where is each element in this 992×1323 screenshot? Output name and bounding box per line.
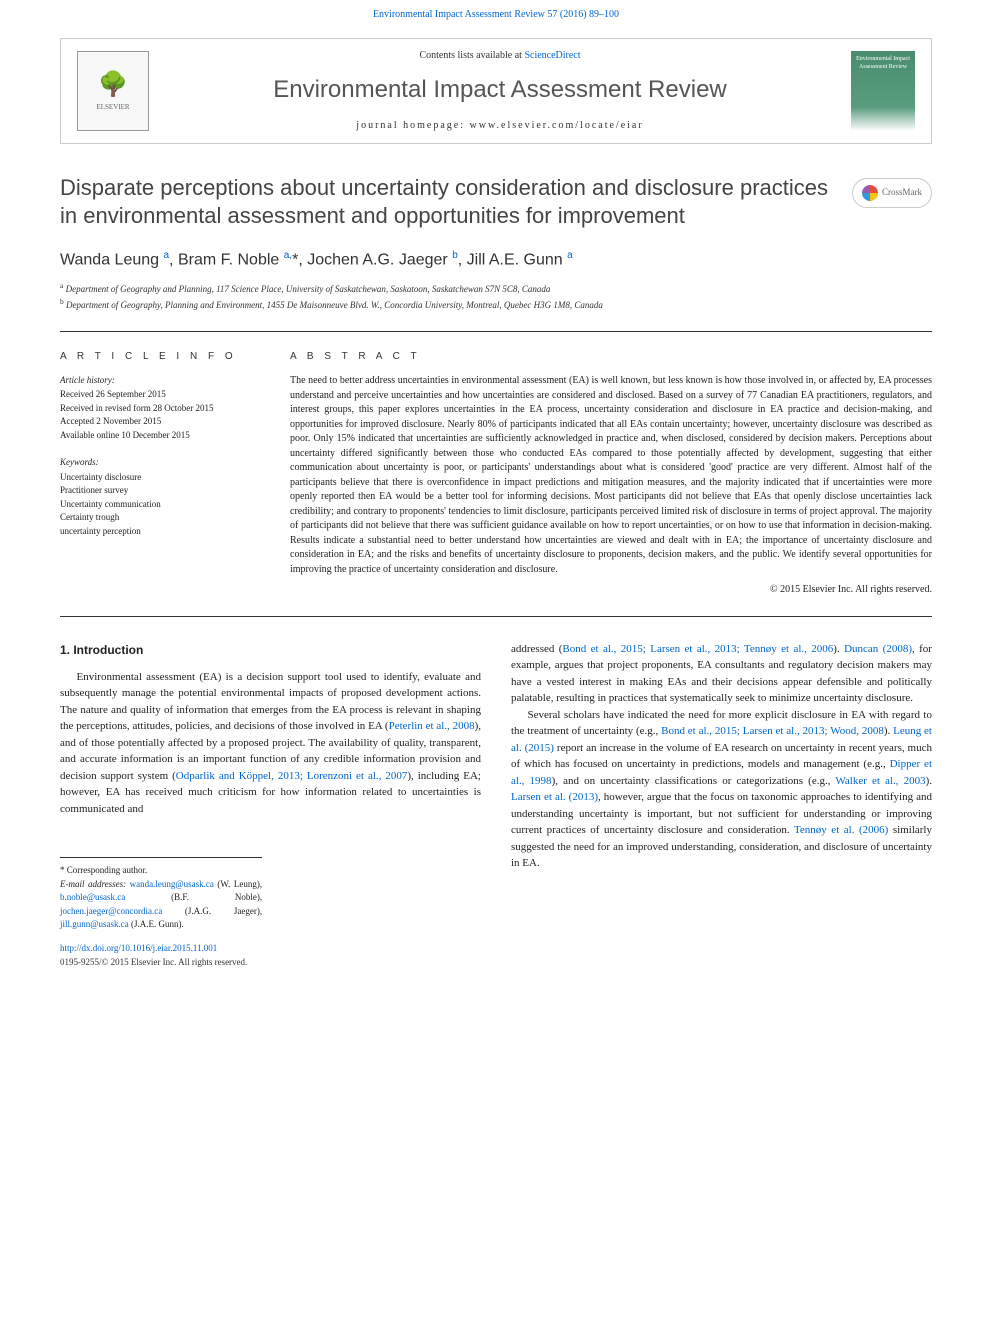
history-label: Article history: (60, 374, 260, 387)
intro-para-1: Environmental assessment (EA) is a decis… (60, 669, 481, 818)
cite-walker[interactable]: Walker et al., 2003 (835, 775, 925, 787)
affiliation-b: Department of Geography, Planning and En… (66, 300, 603, 310)
email-link[interactable]: jill.gunn@usask.ca (60, 919, 129, 929)
article-info-heading: A R T I C L E I N F O (60, 350, 260, 364)
authors-line: Wanda Leung a, Bram F. Noble a,*, Jochen… (60, 249, 932, 272)
header-center: Contents lists available at ScienceDirec… (165, 49, 835, 133)
journal-header: 🌳 ELSEVIER Contents lists available at S… (60, 38, 932, 144)
cite-bond2[interactable]: Bond et al., 2015; Larsen et al., 2013; … (661, 725, 884, 737)
cite-odparlik[interactable]: Odparlik and Köppel, 2013; Lorenzoni et … (176, 770, 408, 782)
rule-top (60, 331, 932, 332)
rule-bottom (60, 616, 932, 617)
column-right: addressed (Bond et al., 2015; Larsen et … (511, 641, 932, 932)
journal-cover-thumb: Environmental Impact Assessment Review (851, 51, 915, 131)
corresponding-author: * Corresponding author. (60, 864, 262, 878)
keyword-item: Practitioner survey (60, 484, 260, 498)
contents-line: Contents lists available at ScienceDirec… (165, 49, 835, 63)
cite-duncan[interactable]: Duncan (2008) (844, 643, 912, 655)
abstract: A B S T R A C T The need to better addre… (290, 350, 932, 598)
top-citation-link[interactable]: Environmental Impact Assessment Review 5… (0, 0, 992, 30)
affiliation-a: Department of Geography and Planning, 11… (66, 284, 551, 294)
sciencedirect-link[interactable]: ScienceDirect (524, 50, 580, 61)
keyword-item: Uncertainty disclosure (60, 471, 260, 485)
elsevier-logo: 🌳 ELSEVIER (77, 51, 149, 131)
abstract-copyright: © 2015 Elsevier Inc. All rights reserved… (290, 583, 932, 598)
issn-line: 0195-9255/© 2015 Elsevier Inc. All right… (60, 956, 932, 969)
column-left: 1. Introduction Environmental assessment… (60, 641, 481, 932)
abstract-heading: A B S T R A C T (290, 350, 932, 365)
cite-tennoy[interactable]: Tennøy et al. (2006) (794, 824, 888, 836)
crossmark-badge[interactable]: CrossMark (852, 178, 932, 208)
cite-peterlin[interactable]: Peterlin et al., 2008 (389, 720, 475, 732)
keyword-item: Certainty trough (60, 511, 260, 525)
keywords-label: Keywords: (60, 456, 260, 469)
bottom-bar: http://dx.doi.org/10.1016/j.eiar.2015.11… (0, 932, 992, 989)
history-item: Received in revised form 28 October 2015 (60, 402, 260, 416)
journal-homepage: journal homepage: www.elsevier.com/locat… (165, 119, 835, 133)
tree-icon: 🌳 (98, 69, 128, 103)
keyword-item: Uncertainty communication (60, 498, 260, 512)
article-info: A R T I C L E I N F O Article history: R… (60, 350, 260, 598)
footnotes: * Corresponding author. E-mail addresses… (60, 857, 262, 932)
history-item: Available online 10 December 2015 (60, 429, 260, 443)
intro-heading: 1. Introduction (60, 641, 481, 659)
history-item: Received 26 September 2015 (60, 388, 260, 402)
abstract-body: The need to better address uncertainties… (290, 374, 932, 577)
keyword-item: uncertainty perception (60, 525, 260, 539)
cite-larsen[interactable]: Larsen et al. (2013) (511, 791, 598, 803)
top-citation: 57 (2016) 89–100 (547, 9, 619, 20)
affiliations: a Department of Geography and Planning, … (60, 280, 932, 313)
intro-para-1-cont: addressed (Bond et al., 2015; Larsen et … (511, 641, 932, 707)
history-item: Accepted 2 November 2015 (60, 415, 260, 429)
doi-link[interactable]: http://dx.doi.org/10.1016/j.eiar.2015.11… (60, 942, 932, 955)
crossmark-icon (862, 185, 878, 201)
top-journal: Environmental Impact Assessment Review (373, 9, 545, 20)
article-title: Disparate perceptions about uncertainty … (60, 174, 832, 231)
homepage-url[interactable]: www.elsevier.com/locate/eiar (470, 120, 644, 131)
publisher-name: ELSEVIER (96, 103, 129, 113)
journal-name: Environmental Impact Assessment Review (165, 73, 835, 107)
crossmark-label: CrossMark (882, 186, 922, 199)
body-columns: 1. Introduction Environmental assessment… (60, 641, 932, 932)
email-link[interactable]: jochen.jaeger@concordia.ca (60, 906, 162, 916)
email-link[interactable]: wanda.leung@usask.ca (130, 879, 214, 889)
cite-bond[interactable]: Bond et al., 2015; Larsen et al., 2013; … (562, 643, 833, 655)
intro-para-2: Several scholars have indicated the need… (511, 707, 932, 872)
email-link[interactable]: b.noble@usask.ca (60, 892, 125, 902)
email-line: E-mail addresses: wanda.leung@usask.ca (… (60, 878, 262, 932)
